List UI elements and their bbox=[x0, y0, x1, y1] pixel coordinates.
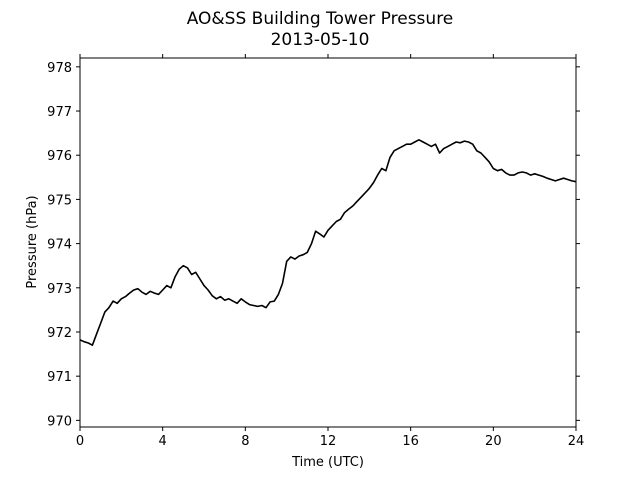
pressure-series-line bbox=[79, 139, 577, 347]
y-tick-label: 977 bbox=[47, 105, 72, 120]
y-tick-label: 976 bbox=[47, 149, 72, 164]
x-tick-label: 16 bbox=[402, 434, 419, 449]
x-tick-label: 8 bbox=[241, 434, 249, 449]
x-tick-label: 20 bbox=[485, 434, 502, 449]
y-tick-label: 972 bbox=[47, 326, 72, 341]
y-tick-label: 973 bbox=[47, 282, 72, 297]
x-tick-label: 12 bbox=[320, 434, 337, 449]
y-axis-label: Pressure (hPa) bbox=[25, 195, 40, 288]
x-tick-label: 24 bbox=[568, 434, 585, 449]
y-tick-label: 975 bbox=[47, 193, 72, 208]
y-tick-label: 974 bbox=[47, 238, 72, 253]
plot-area: 0 4 8 12 16 20 24 970 971 972 973 974 975 976 977 978 bbox=[47, 54, 584, 449]
x-tick-label: 0 bbox=[76, 434, 84, 449]
y-tick-label: 978 bbox=[47, 61, 72, 76]
y-tick-label: 970 bbox=[47, 414, 72, 429]
axes-frame bbox=[79, 57, 577, 428]
y-tick-label: 971 bbox=[47, 370, 72, 385]
chart-title: AO&SS Building Tower Pressure bbox=[187, 9, 454, 29]
x-axis-label: Time (UTC) bbox=[291, 455, 364, 470]
chart-subtitle: 2013-05-10 bbox=[271, 30, 370, 50]
x-tick-label: 4 bbox=[159, 434, 167, 449]
